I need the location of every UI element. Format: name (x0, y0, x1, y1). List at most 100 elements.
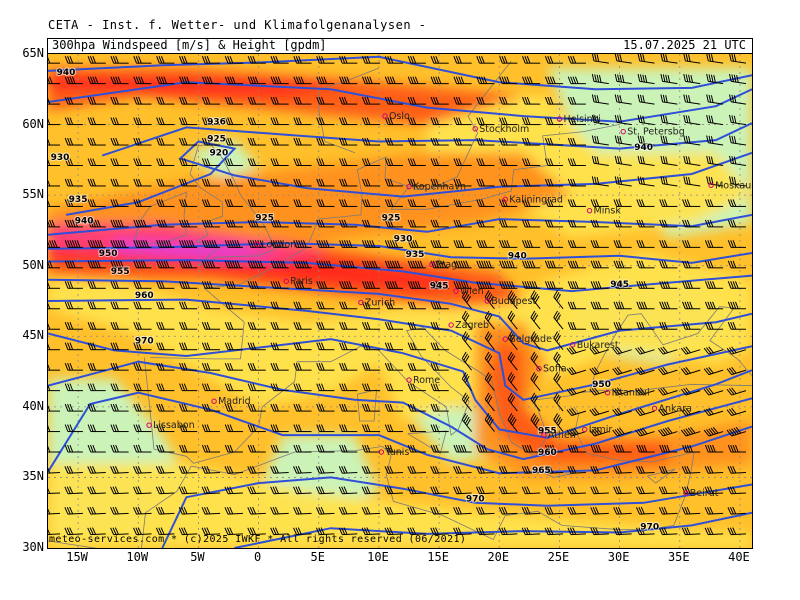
barb-feather (596, 427, 602, 435)
barb-feather (366, 362, 371, 371)
barb-feather (620, 444, 625, 453)
wind-barb (567, 444, 586, 453)
height-label: 960 (538, 448, 557, 458)
wind-barb (384, 322, 404, 330)
barb-feather (593, 301, 597, 309)
barb-feather (252, 465, 257, 474)
barb-feather (572, 96, 577, 105)
barb-shaft (296, 533, 312, 536)
barb-feather (641, 199, 645, 207)
barb-shaft (593, 533, 609, 536)
barb-feather (89, 527, 94, 535)
barb-shaft (319, 512, 335, 515)
barb-feather (619, 136, 623, 144)
barb-feather (227, 137, 231, 146)
barb-feather (155, 466, 160, 474)
barb-feather (553, 392, 558, 400)
wind-barb (726, 407, 747, 417)
barb-feather (526, 260, 531, 269)
wind-barb (706, 114, 724, 126)
barb-feather (713, 75, 716, 83)
barb-feather (435, 281, 440, 289)
barb-feather (460, 444, 465, 453)
barb-feather (318, 506, 323, 515)
barb-feather (206, 362, 211, 371)
barb-feather (410, 158, 414, 166)
wind-barb (293, 240, 312, 248)
barb-feather (507, 331, 513, 339)
barb-shaft (525, 492, 541, 495)
barb-feather (92, 96, 97, 105)
wind-barb (658, 465, 678, 474)
barb-feather (89, 260, 94, 269)
wind-barb (704, 486, 724, 495)
barb-shaft (662, 162, 678, 166)
wind-barb (384, 240, 404, 248)
wind-barb (156, 301, 175, 310)
city-label: Minsk (594, 206, 622, 217)
barb-feather (567, 281, 572, 289)
barb-feather (660, 135, 664, 143)
wind-barb (316, 301, 335, 310)
wind-barb (658, 387, 678, 396)
barb-feather (384, 342, 389, 350)
barb-feather (706, 54, 709, 62)
barb-shaft (662, 349, 678, 355)
barb-feather (432, 96, 437, 105)
wind-barb (590, 465, 609, 474)
barb-feather (412, 158, 417, 166)
barb-feather (163, 76, 168, 84)
barb-feather (270, 117, 275, 125)
barb-feather (270, 507, 275, 515)
barb-feather (389, 465, 394, 474)
barb-feather (138, 260, 142, 269)
barb-shaft (731, 390, 747, 396)
barb-shaft (48, 492, 61, 495)
barb-feather (48, 425, 51, 432)
barb-feather (156, 403, 160, 412)
wind-barb (247, 383, 266, 392)
barb-feather (666, 301, 671, 309)
wind-barb (499, 158, 518, 167)
barb-feather (160, 362, 165, 371)
barb-feather (499, 117, 503, 125)
barb-feather (596, 136, 600, 144)
barb-feather (412, 260, 417, 269)
barb-feather (87, 322, 92, 330)
city: Rome (406, 375, 440, 386)
barb-feather (572, 117, 577, 125)
barb-feather (453, 507, 458, 515)
barb-feather (455, 240, 460, 248)
barb-feather (201, 424, 206, 432)
barb-feather (224, 76, 229, 84)
wind-barb (727, 444, 746, 453)
barb-feather (727, 322, 732, 330)
barb-feather (259, 240, 264, 248)
city-label: Ankara (659, 403, 692, 414)
barb-feather (616, 346, 623, 354)
barb-feather (708, 156, 712, 164)
barb-feather (224, 137, 229, 146)
barb-feather (643, 301, 648, 309)
barb-feather (615, 466, 620, 474)
barb-feather (637, 94, 641, 102)
barb-feather (67, 444, 71, 453)
barb-feather (369, 281, 373, 289)
wind-barb (660, 73, 678, 85)
barb-feather (660, 94, 664, 102)
barb-feather (572, 527, 577, 535)
barb-feather (658, 527, 663, 535)
barb-feather (316, 76, 320, 84)
height-contour (48, 278, 752, 352)
wind-barb (507, 392, 518, 412)
wind-barb (270, 76, 289, 85)
wind-barb (87, 260, 106, 269)
barb-feather (503, 465, 508, 474)
barb-shaft (296, 492, 312, 495)
wind-barb (64, 301, 83, 310)
barb-feather (364, 486, 369, 494)
wind-barb (179, 403, 198, 412)
wind-barb (156, 137, 175, 146)
barb-feather (293, 158, 298, 166)
barb-feather (569, 527, 574, 535)
